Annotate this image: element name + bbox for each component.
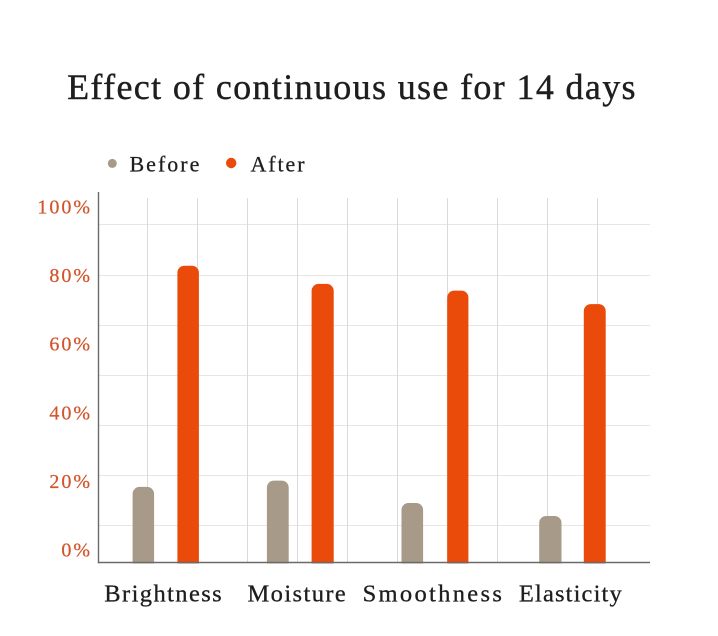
svg-text:80%: 80% (49, 265, 92, 287)
svg-text:40%: 40% (49, 402, 92, 424)
svg-text:20%: 20% (49, 471, 92, 493)
svg-text:Brightness: Brightness (104, 581, 223, 608)
svg-text:Effect of continuous use for 1: Effect of continuous use for 14 days (67, 67, 637, 107)
svg-text:After: After (251, 152, 307, 177)
svg-text:Elasticity: Elasticity (519, 581, 623, 608)
svg-text:100%: 100% (37, 197, 92, 219)
svg-text:Moisture: Moisture (247, 581, 347, 608)
svg-text:Before: Before (130, 152, 202, 177)
svg-text:Smoothness: Smoothness (363, 581, 505, 608)
svg-text:60%: 60% (49, 334, 92, 356)
svg-text:0%: 0% (61, 540, 92, 562)
